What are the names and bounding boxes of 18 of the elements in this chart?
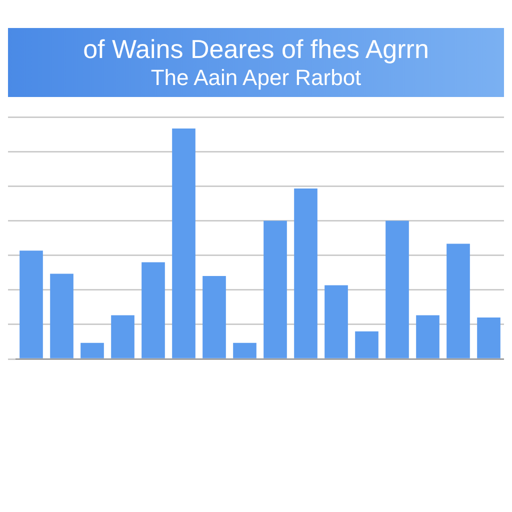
bar — [50, 274, 74, 358]
bar — [202, 276, 226, 358]
bar — [477, 318, 500, 358]
bar — [446, 244, 470, 358]
bar — [142, 262, 165, 358]
bar — [386, 220, 409, 358]
bar — [416, 315, 440, 358]
bar — [80, 342, 104, 358]
bar — [20, 250, 43, 358]
bar — [355, 331, 378, 358]
bar — [264, 220, 287, 358]
chart-title: of Wains Deares of fhes Agrrn — [82, 34, 430, 65]
bar — [111, 315, 134, 358]
bar — [324, 285, 348, 358]
chart-subtitle: The Aain Aper Rarbot — [150, 65, 362, 91]
bar — [294, 188, 318, 358]
bar — [172, 128, 196, 358]
bar — [233, 342, 256, 358]
